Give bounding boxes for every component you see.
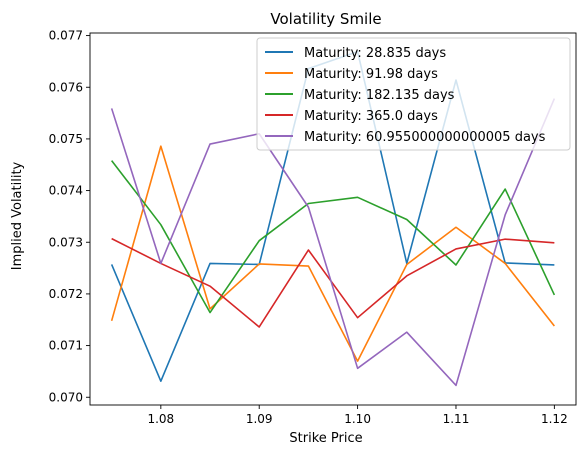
y-tick-label: 0.075 [49, 132, 83, 146]
x-tick-label: 1.08 [147, 412, 174, 426]
y-tick-label: 0.074 [49, 184, 83, 198]
y-tick-label: 0.070 [49, 390, 83, 404]
x-tick-label: 1.09 [246, 412, 273, 426]
series-line-2 [110, 145, 555, 362]
legend-label-1: Maturity: 28.835 days [304, 46, 446, 61]
legend-label-2: Maturity: 91.98 days [304, 67, 438, 82]
y-tick-label: 0.072 [49, 287, 83, 301]
x-tick-label: 1.12 [541, 412, 568, 426]
plot-frame [89, 32, 577, 406]
y-tick-label: 0.073 [49, 235, 83, 249]
series-lines [110, 50, 556, 387]
legend-label-5: Maturity: 60.955000000000005 days [304, 130, 546, 145]
series-line-4 [111, 237, 555, 328]
chart-title: Volatility Smile [270, 10, 381, 28]
x-tick-label: 1.10 [344, 412, 371, 426]
y-tick-label: 0.077 [49, 29, 83, 43]
y-tick-label: 0.071 [49, 339, 83, 353]
x-tick-label: 1.11 [443, 412, 470, 426]
series-line-3 [111, 160, 556, 314]
legend: Maturity: 28.835 days Maturity: 91.98 day… [256, 37, 571, 151]
legend-label-4: Maturity: 365.0 days [304, 109, 438, 124]
axes: 1.08 1.09 1.10 1.11 1.12 0.070 0.071 0.072 0.073… [49, 29, 577, 426]
legend-box [256, 37, 571, 151]
x-axis-label: Strike Price [289, 431, 362, 446]
series-line-5 [110, 98, 556, 387]
y-axis-label: Implied Volatility [10, 161, 25, 270]
y-tick-label: 0.076 [49, 80, 83, 94]
legend-label-3: Maturity: 182.135 days [304, 88, 455, 103]
